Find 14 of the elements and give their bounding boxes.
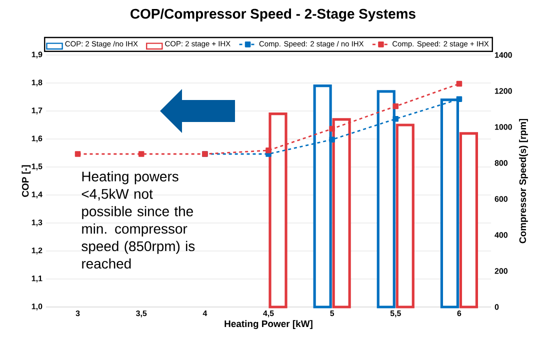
point <box>74 151 81 157</box>
y2-axis-title: Compressor Speed(s) [rpm] <box>519 118 528 244</box>
point <box>266 148 272 154</box>
point <box>392 103 399 110</box>
annotation: Heating powers <4,5kW not possible since the min. compressor speed (850rpm) is reached <box>82 171 195 269</box>
point <box>392 116 399 122</box>
chart-title: COP/Compressor Speed - 2-Stage Systems <box>130 8 416 22</box>
y-axis-title: COP [-] <box>22 165 31 197</box>
point <box>329 136 335 142</box>
point <box>138 151 144 157</box>
point <box>456 96 462 102</box>
point <box>456 80 462 87</box>
x-axis-title: Heating Power [kW] <box>224 320 312 330</box>
point <box>329 126 335 132</box>
